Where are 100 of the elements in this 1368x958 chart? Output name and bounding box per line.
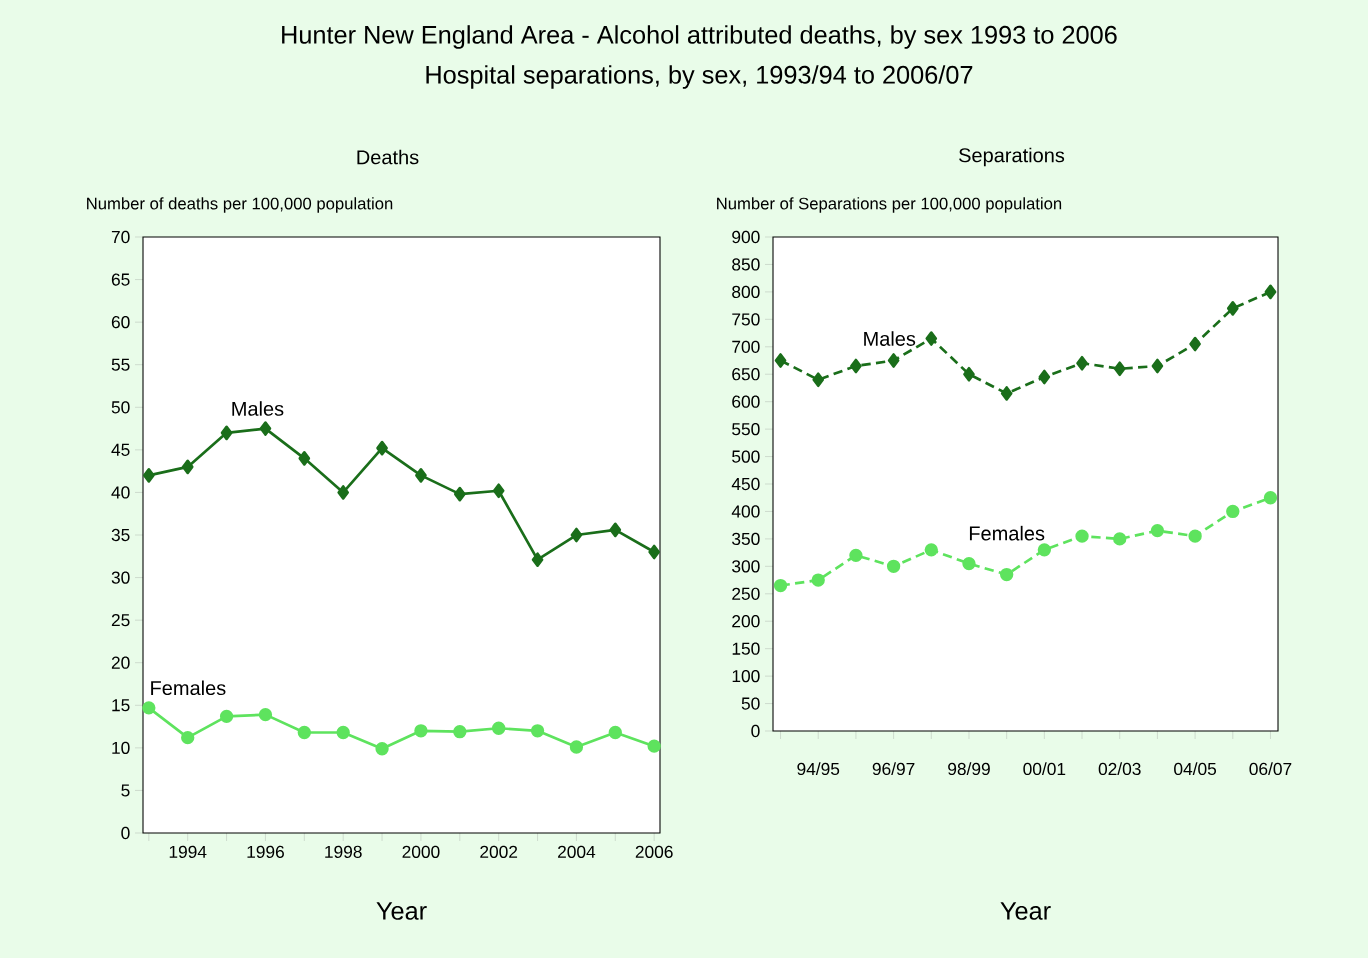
- point: [376, 440, 388, 456]
- x-tick-label: 00/01: [1023, 762, 1066, 776]
- x-axis-title: Year: [1000, 902, 1051, 920]
- point: [181, 730, 195, 745]
- point: [1226, 504, 1240, 519]
- series-label: Males: [864, 331, 916, 346]
- point: [1264, 284, 1277, 300]
- y-tick-label: 850: [732, 258, 760, 271]
- point: [608, 725, 622, 740]
- point: [337, 485, 350, 500]
- point: [492, 721, 506, 735]
- y-tick-label: 25: [111, 614, 130, 627]
- point: [1000, 386, 1013, 401]
- y-tick-label: 450: [731, 477, 760, 491]
- y-tick-label: 65: [111, 273, 130, 286]
- x-axis-title: Year: [376, 902, 427, 920]
- y-tick-label: 40: [111, 486, 130, 499]
- chart-title: Separations: [959, 147, 1065, 167]
- x-tick-label: 04/05: [1174, 762, 1217, 776]
- x-tick-label: 1994: [169, 845, 207, 858]
- point: [1076, 355, 1088, 371]
- x-tick-label: 02/03: [1098, 762, 1141, 776]
- x-tick-label: 2004: [558, 845, 596, 858]
- y-tick-label: 70: [111, 230, 130, 244]
- y-axis-title: Number of Separations per 100,000 population: [717, 197, 1062, 213]
- y-tick-label: 650: [732, 368, 760, 381]
- point: [569, 740, 584, 754]
- y-tick-label: 60: [111, 316, 130, 329]
- point: [887, 353, 900, 368]
- point: [963, 366, 975, 382]
- point: [773, 578, 788, 593]
- x-tick-label: 1998: [325, 845, 362, 858]
- point: [258, 707, 273, 722]
- point: [1263, 491, 1278, 505]
- series-label: Males: [232, 401, 284, 416]
- point: [999, 567, 1014, 582]
- text: Hunter New England Area - Alcohol attributed deaths, by sex 1993 to 2006: [282, 25, 1117, 49]
- y-tick-label: 500: [732, 450, 760, 463]
- y-tick-label: 600: [732, 395, 760, 408]
- point: [1150, 523, 1165, 538]
- point: [886, 559, 901, 574]
- point: [531, 552, 544, 568]
- y-tick-label: 50: [741, 697, 760, 710]
- point: [1226, 301, 1239, 316]
- y-tick-label: 15: [112, 699, 130, 712]
- y-tick-label: 200: [732, 615, 760, 628]
- y-tick-label: 45: [111, 443, 130, 456]
- x-tick-label: 1996: [247, 845, 284, 858]
- point: [811, 573, 825, 587]
- point: [774, 353, 787, 368]
- y-tick-label: 50: [111, 401, 130, 414]
- y-tick-label: 550: [732, 422, 760, 436]
- point: [924, 543, 938, 557]
- y-tick-label: 30: [111, 571, 130, 584]
- point: [962, 556, 976, 571]
- y-tick-label: 0: [121, 826, 130, 840]
- point: [1113, 361, 1126, 377]
- y-tick-label: 55: [111, 358, 130, 371]
- point: [570, 527, 583, 543]
- y-tick-label: 800: [732, 285, 760, 299]
- y-tick-label: 750: [732, 313, 760, 326]
- point: [453, 486, 466, 502]
- point: [181, 459, 194, 475]
- y-tick-label: 250: [732, 587, 760, 600]
- point: [648, 544, 661, 560]
- point: [530, 724, 545, 738]
- y-tick-label: 5: [121, 784, 130, 797]
- point: [142, 468, 155, 483]
- point: [414, 724, 428, 738]
- point: [1151, 358, 1164, 374]
- point: [925, 331, 938, 346]
- point: [1188, 529, 1202, 543]
- point: [298, 451, 311, 466]
- point: [297, 725, 311, 740]
- point: [142, 701, 156, 715]
- y-tick-label: 300: [732, 560, 760, 573]
- text: Hospital separations, by sex, 1993/94 to 2006/07: [426, 65, 973, 89]
- x-tick-label: 96/97: [872, 762, 915, 776]
- y-tick-label: 700: [732, 340, 760, 353]
- point: [1075, 529, 1089, 543]
- point: [812, 372, 825, 388]
- chart-title: Deaths: [357, 149, 419, 165]
- point: [220, 425, 233, 441]
- x-tick-label: 06/07: [1249, 762, 1292, 776]
- x-tick-label: 2000: [402, 845, 440, 858]
- point: [647, 739, 661, 753]
- point: [849, 548, 863, 563]
- point: [1189, 336, 1201, 352]
- point: [453, 725, 467, 739]
- series-label: Females: [969, 525, 1045, 541]
- x-tick-label: 2006: [635, 845, 673, 858]
- x-tick-label: 94/95: [797, 762, 840, 776]
- y-tick-label: 35: [111, 528, 130, 542]
- x-tick-label: 2002: [480, 845, 518, 858]
- point: [850, 358, 862, 374]
- y-tick-label: 20: [111, 656, 130, 669]
- y-axis-title: Number of deaths per 100,000 population: [87, 197, 393, 213]
- y-tick-label: 350: [732, 532, 760, 546]
- x-tick-label: 98/99: [948, 762, 990, 776]
- point: [219, 709, 234, 724]
